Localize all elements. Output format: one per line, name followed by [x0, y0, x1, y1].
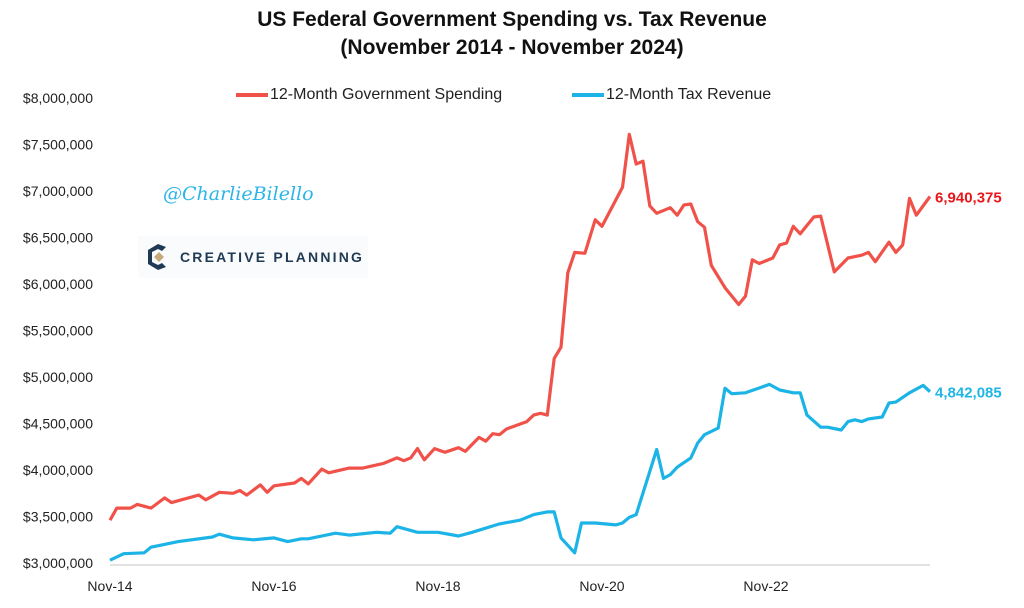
creative-planning-logo: CREATIVE PLANNING [138, 236, 368, 278]
x-tick-label: Nov-16 [251, 578, 296, 594]
x-tick-label: Nov-18 [415, 578, 460, 594]
y-tick-label: $5,000,000 [23, 369, 93, 385]
legend-item-revenue: 12-Month Tax Revenue [572, 86, 771, 104]
legend-label-revenue: 12-Month Tax Revenue [606, 86, 772, 103]
legend-swatch-revenue [572, 93, 604, 97]
creative-planning-logo-icon [148, 244, 166, 270]
revenue-end-label: 4,842,085 [935, 385, 1002, 402]
legend-label-spending: 12-Month Government Spending [270, 86, 503, 103]
logo-text: CREATIVE PLANNING [180, 249, 365, 265]
chart-title: US Federal Government Spending vs. Tax R… [257, 8, 767, 31]
chart-subtitle: (November 2014 - November 2024) [340, 36, 684, 59]
x-tick-label: Nov-20 [579, 578, 624, 594]
legend-swatch-spending [236, 93, 268, 97]
y-tick-label: $7,000,000 [23, 183, 93, 199]
y-tick-label: $7,500,000 [23, 137, 93, 153]
legend-item-spending: 12-Month Government Spending [236, 86, 502, 104]
y-tick-label: $5,500,000 [23, 323, 93, 339]
y-tick-label: $8,000,000 [23, 90, 93, 106]
y-tick-label: $3,000,000 [23, 555, 93, 571]
revenue-line [109, 382, 932, 562]
x-tick-label: Nov-14 [87, 578, 132, 594]
watermark-handle: @CharlieBilello [163, 183, 314, 205]
spending-line [108, 132, 932, 521]
y-tick-label: $6,500,000 [23, 230, 93, 246]
y-tick-label: $4,000,000 [23, 462, 93, 478]
y-tick-label: $4,500,000 [23, 416, 93, 432]
y-tick-label: $3,500,000 [23, 509, 93, 525]
y-tick-label: $6,000,000 [23, 276, 93, 292]
x-tick-label: Nov-22 [743, 578, 788, 594]
spending-end-label: 6,940,375 [935, 190, 1002, 207]
